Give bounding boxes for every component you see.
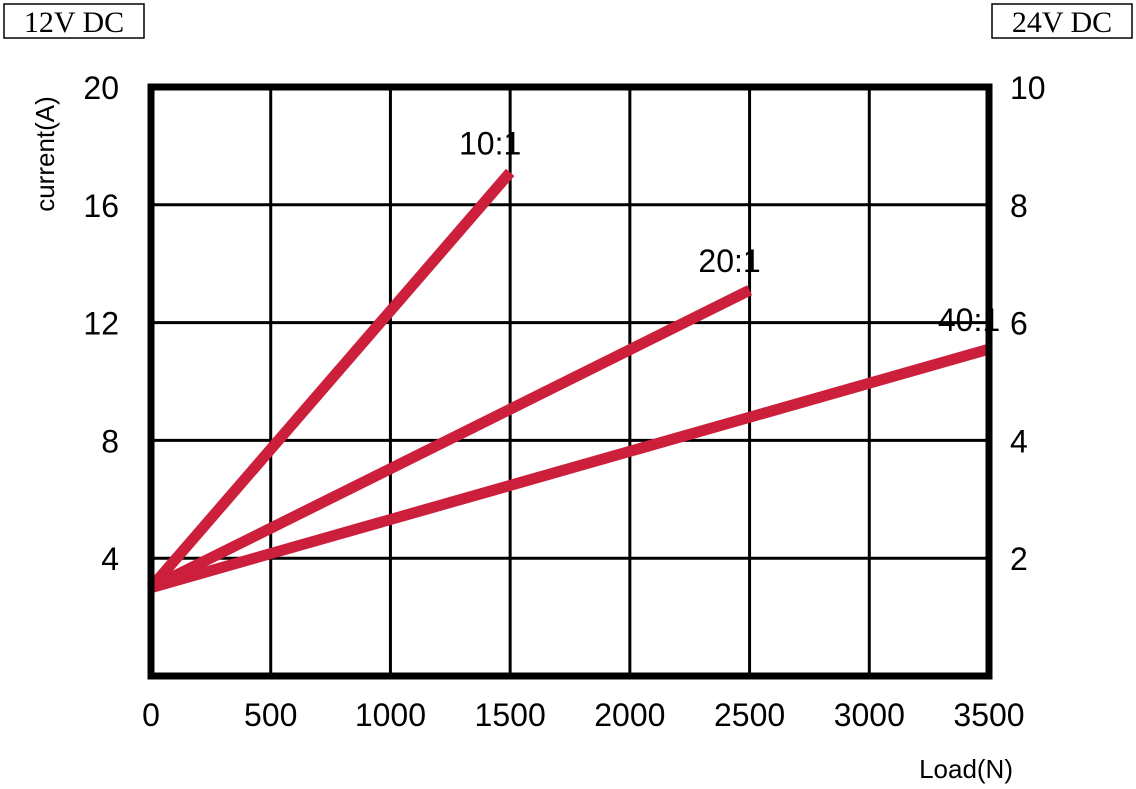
right-voltage-label: 24V DC bbox=[1012, 6, 1112, 39]
y2-tick-labels: 2 4 6 8 10 bbox=[1010, 70, 1046, 577]
x-tick-label: 1000 bbox=[355, 697, 426, 733]
y2-tick-label: 8 bbox=[1010, 188, 1028, 224]
x-tick-label: 1500 bbox=[475, 697, 546, 733]
y2-tick-label: 2 bbox=[1010, 541, 1028, 577]
right-voltage-box-frame bbox=[991, 3, 1133, 39]
x-tick-label: 2500 bbox=[714, 697, 785, 733]
x-axis-title: Load(N) bbox=[919, 754, 1013, 784]
series-line-40-to-1 bbox=[149, 343, 991, 593]
y-tick-labels: 4 8 12 16 20 bbox=[83, 70, 119, 577]
y-tick-label: 8 bbox=[101, 423, 119, 459]
x-tick-label: 3000 bbox=[834, 697, 905, 733]
y2-tick-label: 4 bbox=[1010, 423, 1028, 459]
y-axis-title: current(A) bbox=[30, 96, 60, 212]
left-voltage-box-frame bbox=[3, 3, 145, 39]
y-tick-label: 4 bbox=[101, 541, 119, 577]
series-labels: 10:1 20:1 40:1 bbox=[459, 125, 1000, 338]
y-tick-label: 16 bbox=[83, 188, 119, 224]
y-tick-label: 12 bbox=[83, 306, 119, 342]
x-tick-label: 3500 bbox=[953, 697, 1024, 733]
series-line-20-to-1 bbox=[148, 285, 753, 593]
y2-tick-label: 10 bbox=[1010, 70, 1046, 106]
series-label-40-to-1: 40:1 bbox=[938, 302, 1000, 338]
grid-lines bbox=[151, 87, 989, 676]
y2-tick-label: 6 bbox=[1010, 306, 1028, 342]
left-voltage-label: 12V DC bbox=[24, 6, 124, 39]
plot-frame bbox=[147, 83, 993, 680]
y-tick-label: 20 bbox=[83, 70, 119, 106]
x-tick-label: 2000 bbox=[594, 697, 665, 733]
series-label-10-to-1: 10:1 bbox=[459, 125, 521, 161]
series-label-20-to-1: 20:1 bbox=[698, 243, 760, 279]
series-line-10-to-1 bbox=[146, 168, 515, 592]
x-tick-label: 500 bbox=[244, 697, 297, 733]
series-lines bbox=[146, 168, 991, 593]
x-tick-label: 0 bbox=[142, 697, 160, 733]
x-tick-labels: 0 500 1000 1500 2000 2500 3000 3500 bbox=[142, 697, 1024, 733]
left-voltage-box: 12V DC bbox=[3, 3, 145, 39]
right-voltage-box: 24V DC bbox=[991, 3, 1133, 39]
